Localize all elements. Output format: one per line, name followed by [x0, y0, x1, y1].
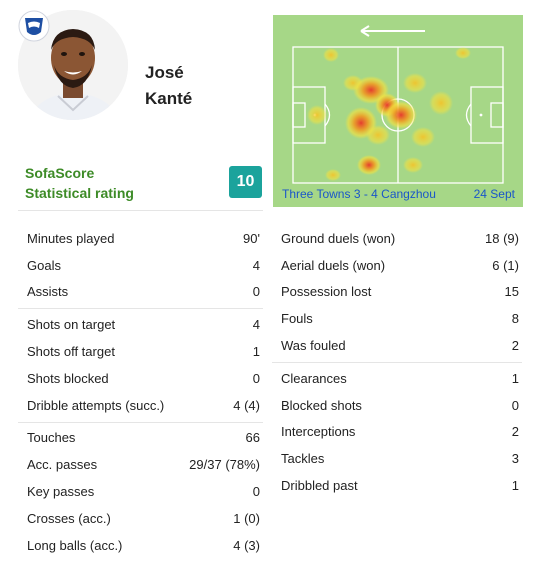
player-photo-icon [18, 10, 128, 120]
player-last-name: Kanté [145, 89, 193, 108]
stat-row: Shots off target 1 [18, 338, 263, 365]
stat-group: Shots on target 4 Shots off target 1 Shots b… [18, 311, 263, 423]
stat-group: Touches 66 Acc. passes 29/37 (78%) Key passe… [18, 425, 263, 562]
stat-row: Interceptions 2 [272, 419, 522, 446]
stat-label: Assists [27, 284, 69, 300]
divider [18, 210, 263, 211]
stat-row: Blocked shots 0 [272, 392, 522, 419]
stat-row: Touches 66 [18, 425, 263, 452]
stat-row: Long balls (acc.) 4 (3) [18, 532, 263, 559]
match-date: 24 Sept [473, 187, 515, 201]
stat-value: 90' [243, 230, 260, 246]
rating-label-line2: Statistical rating [25, 185, 134, 201]
stat-label: Acc. passes [27, 457, 98, 473]
stat-label: Dribble attempts (succ.) [27, 397, 165, 413]
stat-value: 0 [511, 397, 519, 413]
heatmap-pitch [292, 25, 504, 184]
stat-value: 15 [504, 284, 519, 300]
stat-label: Long balls (acc.) [27, 537, 123, 553]
arrow-left-icon [360, 25, 425, 37]
stat-row: Aerial duels (won) 6 (1) [272, 252, 522, 279]
stat-row: Shots on target 4 [18, 311, 263, 338]
stat-value: 18 (9) [485, 230, 519, 246]
stat-label: Interceptions [281, 424, 356, 440]
stat-row: Crosses (acc.) 1 (0) [18, 505, 263, 532]
stat-label: Tackles [281, 451, 325, 467]
stat-row: Clearances 1 [272, 365, 522, 392]
stat-value: 1 (0) [233, 510, 260, 526]
stat-value: 1 [511, 478, 519, 494]
player-name[interactable]: José Kanté [145, 60, 265, 112]
stat-label: Dribbled past [281, 478, 358, 494]
stat-label: Touches [27, 430, 76, 446]
stat-label: Shots on target [27, 317, 116, 333]
stat-group: Ground duels (won) 18 (9) Aerial duels (wo… [272, 225, 522, 363]
rating-badge: 10 [229, 166, 262, 198]
stat-label: Clearances [281, 370, 347, 386]
stat-row: Goals 4 [18, 252, 263, 279]
stat-label: Shots blocked [27, 370, 109, 386]
stat-label: Ground duels (won) [281, 230, 396, 246]
stat-label: Goals [27, 257, 61, 273]
stat-row: Was fouled 2 [272, 332, 522, 359]
stat-label: Shots off target [27, 344, 115, 360]
stat-row: Dribbled past 1 [272, 472, 522, 499]
stat-value: 0 [252, 284, 260, 300]
stat-value: 4 (3) [233, 537, 260, 553]
stat-value: 4 [252, 257, 260, 273]
stat-row: Fouls 8 [272, 305, 522, 332]
stat-row: Ground duels (won) 18 (9) [272, 225, 522, 252]
stat-value: 6 (1) [492, 257, 519, 273]
stat-value: 1 [252, 344, 260, 360]
player-avatar [18, 10, 128, 120]
stat-label: Minutes played [27, 230, 115, 246]
player-first-name: José [145, 63, 184, 82]
stat-label: Aerial duels (won) [281, 257, 386, 273]
stat-value: 0 [252, 484, 260, 500]
stat-row: Dribble attempts (succ.) 4 (4) [18, 392, 263, 419]
stat-value: 2 [511, 338, 519, 354]
stat-value: 1 [511, 370, 519, 386]
stat-row: Minutes played 90' [18, 225, 263, 252]
stat-value: 4 [252, 317, 260, 333]
stat-group: Minutes played 90' Goals 4 Assists 0 [18, 225, 263, 310]
stat-label: Fouls [281, 311, 313, 327]
stat-value: 3 [511, 451, 519, 467]
stat-row: Acc. passes 29/37 (78%) [18, 451, 263, 478]
stat-label: Crosses (acc.) [27, 510, 111, 526]
stats-left-column: Minutes played 90' Goals 4 Assists 0 Shots on … [18, 225, 263, 564]
stat-label: Was fouled [281, 338, 346, 354]
stat-group: Clearances 1 Blocked shots 0 Interceptions 2 T… [272, 365, 522, 502]
stat-row: Assists 0 [18, 279, 263, 306]
stat-label: Key passes [27, 484, 95, 500]
heatmap: Three Towns 3 - 4 Cangzhou 24 Sept [273, 15, 523, 207]
stat-value: 0 [252, 370, 260, 386]
rating-label: SofaScore Statistical rating [25, 163, 134, 203]
stat-row: Tackles 3 [272, 445, 522, 472]
club-badge-icon [18, 10, 50, 42]
stat-row: Shots blocked 0 [18, 365, 263, 392]
stat-value: 2 [511, 424, 519, 440]
rating-label-line1: SofaScore [25, 165, 95, 181]
stat-label: Blocked shots [281, 397, 362, 413]
stat-row: Key passes 0 [18, 478, 263, 505]
stats-right-column: Ground duels (won) 18 (9) Aerial duels (wo… [272, 225, 522, 504]
stat-row: Possession lost 15 [272, 279, 522, 306]
stat-label: Possession lost [281, 284, 372, 300]
stat-value: 29/37 (78%) [189, 457, 260, 473]
match-link[interactable]: Three Towns 3 - 4 Cangzhou [282, 187, 436, 201]
stat-value: 4 (4) [233, 397, 260, 413]
stat-value: 66 [245, 430, 260, 446]
stat-value: 8 [511, 311, 519, 327]
